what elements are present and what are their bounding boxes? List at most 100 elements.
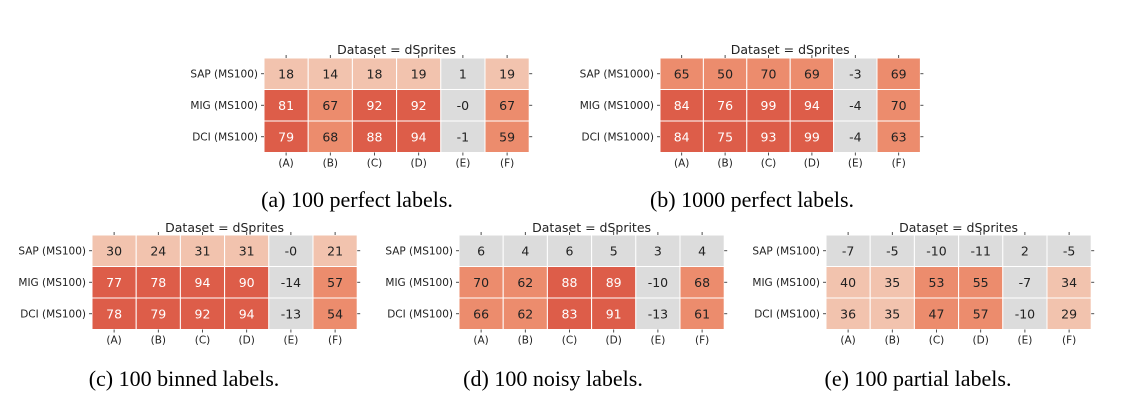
cell-value-label: 59 — [499, 129, 515, 144]
cell-value-label: 99 — [761, 98, 777, 113]
cell-value-label: 79 — [150, 306, 166, 321]
cell-value-label: 69 — [804, 66, 820, 81]
heatmap-cell — [1002, 297, 1048, 330]
heatmap-cell — [440, 120, 486, 153]
cell-value-label: 31 — [239, 243, 255, 258]
heatmap-cell — [789, 57, 835, 90]
cell-value-label: 19 — [499, 66, 515, 81]
column-tick-label: (E) — [848, 158, 863, 170]
heatmap-cell — [268, 297, 314, 330]
cell-value-label: 5 — [610, 243, 618, 258]
heatmap-cell — [546, 234, 593, 267]
heatmap-panel-2: 65 50 70 69 -3 69 84 76 99 94 -4 70 84 75 93 99 -4 63 SAP … — [580, 42, 924, 212]
panel-caption: (c) 100 binned labels. — [89, 366, 280, 391]
heatmap-cell — [679, 266, 725, 299]
panel-title: Dataset = dSprites — [532, 220, 651, 235]
panel-title: Dataset = dSprites — [165, 220, 284, 235]
heatmap-cell — [179, 266, 226, 299]
column-tick-label: (D) — [804, 158, 820, 170]
cell-value-label: 88 — [562, 275, 578, 290]
cell-value-label: 68 — [694, 275, 710, 290]
row-tick-label: SAP (MS100) — [385, 245, 453, 257]
cell-value-label: 92 — [367, 98, 383, 113]
column-tick-label: (C) — [367, 158, 383, 170]
cell-value-label: 89 — [606, 275, 622, 290]
cell-value-label: 70 — [891, 98, 907, 113]
column-tick-label: (A) — [278, 158, 293, 170]
column-tick-label: (A) — [840, 335, 855, 347]
cell-value-label: -7 — [842, 243, 854, 258]
cell-value-label: 91 — [606, 306, 622, 321]
cell-value-label: 78 — [106, 306, 122, 321]
cell-value-label: 4 — [521, 243, 529, 258]
panel-title: Dataset = dSprites — [731, 42, 850, 57]
heatmap-cell — [1046, 234, 1092, 267]
heatmap-cell — [913, 297, 960, 330]
cell-value-label: 68 — [322, 129, 338, 144]
cell-value-label: 34 — [1061, 275, 1077, 290]
row-tick-label: SAP (MS1000) — [580, 68, 654, 80]
cell-value-label: -1 — [457, 129, 469, 144]
column-tick-label: (D) — [973, 335, 989, 347]
heatmap-panel-1: 18 14 18 19 1 19 81 67 92 92 -0 67 79 68 88 94 -1 59 SAP (… — [190, 42, 533, 212]
cell-value-label: 50 — [717, 66, 733, 81]
cell-value-label: 69 — [891, 66, 907, 81]
column-tick-label: (F) — [695, 335, 709, 347]
heatmap-cell — [307, 57, 353, 90]
heatmap-cell — [307, 120, 353, 153]
panel-title: Dataset = dSprites — [337, 42, 456, 57]
cell-value-label: 66 — [473, 306, 489, 321]
column-tick-label: (E) — [455, 158, 470, 170]
row-tick-label: MIG (MS100) — [190, 100, 258, 112]
cell-value-label: 1 — [459, 66, 467, 81]
heatmap-cell — [546, 266, 593, 299]
cell-value-label: 94 — [804, 98, 820, 113]
cell-value-label: 18 — [367, 66, 383, 81]
row-tick-label: DCI (MS100) — [20, 308, 86, 320]
column-tick-label: (C) — [562, 335, 578, 347]
row-tick-label: SAP (MS100) — [752, 245, 820, 257]
heatmap-cell — [876, 57, 921, 90]
cell-value-label: 94 — [195, 275, 211, 290]
cell-value-label: 53 — [929, 275, 945, 290]
heatmap-cell — [135, 297, 181, 330]
cell-value-label: 78 — [150, 275, 166, 290]
cell-value-label: 70 — [473, 275, 489, 290]
cell-value-label: 67 — [499, 98, 515, 113]
cell-value-label: 84 — [674, 129, 690, 144]
cell-value-label: -10 — [648, 275, 668, 290]
column-tick-label: (C) — [761, 158, 777, 170]
column-tick-label: (D) — [239, 335, 255, 347]
cell-value-label: -5 — [1063, 243, 1075, 258]
column-tick-label: (E) — [650, 335, 665, 347]
cell-value-label: 70 — [761, 66, 777, 81]
cell-value-label: 57 — [973, 306, 989, 321]
heatmap-cell — [224, 297, 270, 330]
heatmap-cell — [502, 297, 548, 330]
cell-value-label: 62 — [517, 275, 533, 290]
heatmap-cell — [833, 120, 878, 153]
heatmap-cell — [396, 89, 442, 122]
cell-value-label: 65 — [674, 66, 690, 81]
heatmap-cell — [135, 234, 181, 267]
cell-value-label: -0 — [457, 98, 470, 113]
panel-title: Dataset = dSprites — [899, 220, 1018, 235]
cell-value-label: -4 — [849, 129, 862, 144]
heatmap-cell — [702, 89, 748, 122]
heatmap-cell — [825, 266, 871, 299]
heatmap-cell — [746, 89, 791, 122]
heatmap-cell — [484, 89, 530, 122]
cell-value-label: 79 — [278, 129, 294, 144]
heatmap-cell — [659, 120, 704, 153]
column-tick-label: (C) — [195, 335, 211, 347]
cell-value-label: -10 — [1015, 306, 1035, 321]
cell-value-label: 14 — [322, 66, 338, 81]
cell-value-label: 55 — [973, 275, 989, 290]
cell-value-label: 21 — [327, 243, 343, 258]
panel-caption: (e) 100 partial labels. — [825, 366, 1012, 391]
cell-value-label: 92 — [411, 98, 427, 113]
heatmap-cell — [268, 266, 314, 299]
cell-value-label: -0 — [285, 243, 298, 258]
column-tick-label: (A) — [473, 335, 488, 347]
